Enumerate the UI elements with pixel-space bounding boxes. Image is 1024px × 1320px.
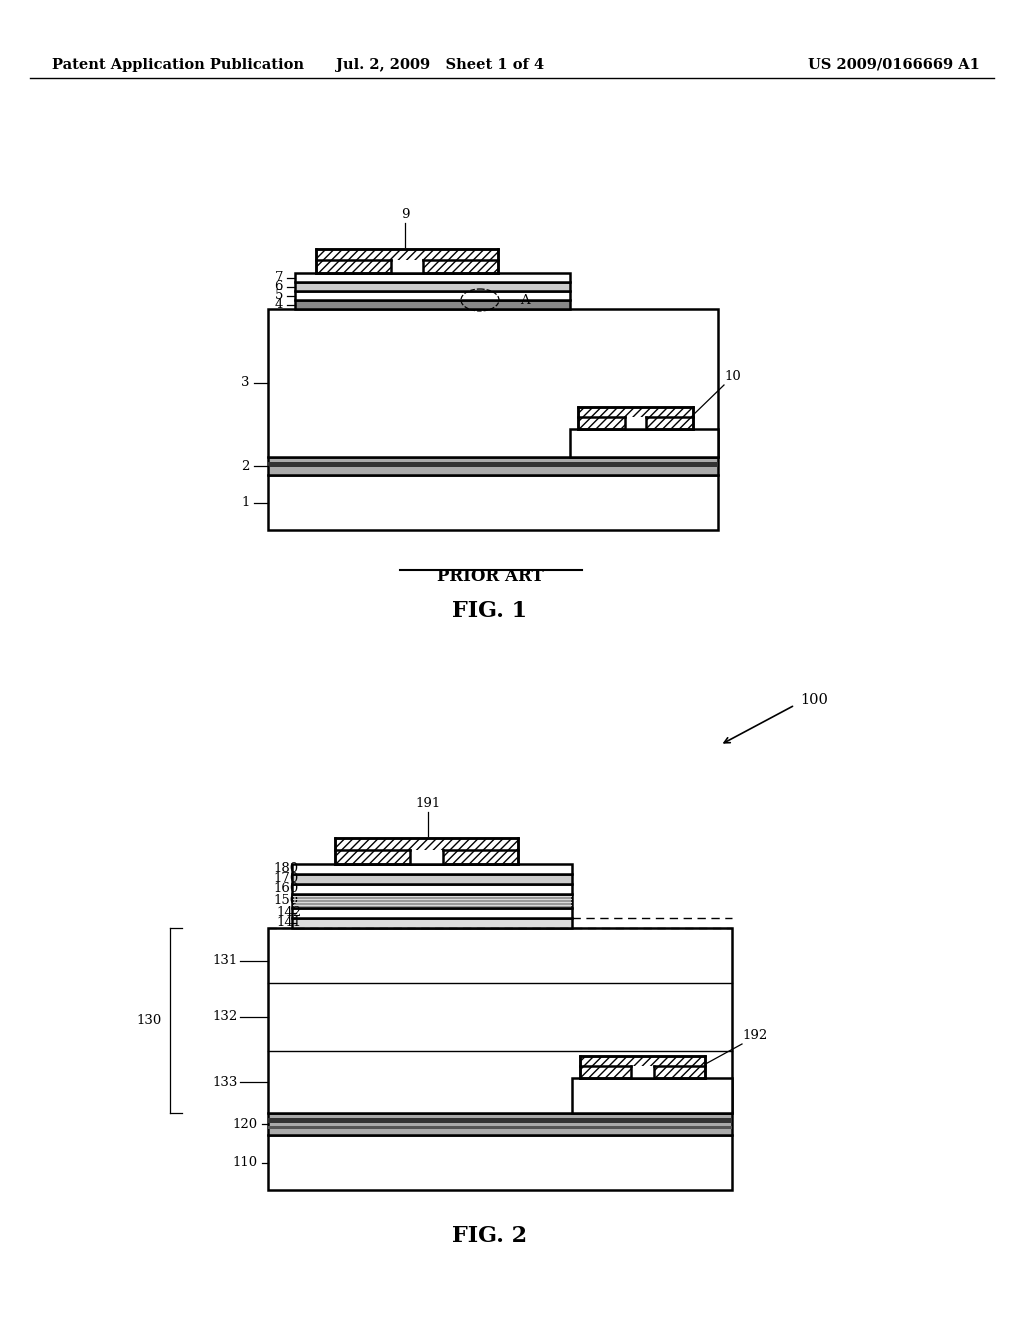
Bar — [292, 908, 572, 917]
Text: 4: 4 — [274, 298, 283, 312]
Bar — [292, 917, 572, 928]
Text: FIG. 2: FIG. 2 — [453, 1225, 527, 1247]
Text: 192: 192 — [742, 1030, 767, 1041]
Bar — [570, 429, 718, 457]
Text: 110: 110 — [232, 1156, 258, 1170]
Bar — [268, 457, 718, 475]
Bar — [268, 1135, 732, 1191]
Text: 132: 132 — [213, 1011, 238, 1023]
Bar — [390, 260, 423, 275]
Bar — [268, 1118, 732, 1123]
Bar — [410, 850, 443, 866]
Text: US 2009/0166669 A1: US 2009/0166669 A1 — [808, 58, 980, 73]
Bar — [578, 407, 693, 429]
Bar — [268, 1126, 732, 1129]
Text: PRIOR ART: PRIOR ART — [436, 568, 544, 585]
Text: 141: 141 — [276, 916, 301, 929]
Bar — [292, 865, 572, 874]
Bar — [268, 309, 718, 457]
Text: 133: 133 — [213, 1076, 238, 1089]
Bar — [335, 838, 518, 865]
Text: 3: 3 — [242, 376, 250, 389]
Text: 2: 2 — [242, 459, 250, 473]
Bar — [631, 1067, 653, 1080]
Text: 130: 130 — [137, 1014, 162, 1027]
Text: 150: 150 — [273, 895, 298, 908]
Text: 9: 9 — [400, 209, 410, 220]
Text: 142: 142 — [276, 907, 301, 920]
Bar — [295, 300, 570, 309]
Text: Patent Application Publication: Patent Application Publication — [52, 58, 304, 73]
Text: 7: 7 — [274, 271, 283, 284]
Text: 1: 1 — [242, 496, 250, 510]
Text: 5: 5 — [274, 289, 283, 302]
Bar — [580, 1056, 705, 1078]
Bar — [572, 1078, 732, 1113]
Bar — [295, 282, 570, 290]
Bar — [292, 874, 572, 884]
Text: 180: 180 — [273, 862, 298, 875]
Bar — [626, 417, 646, 430]
Bar — [316, 249, 498, 273]
Text: FIG. 1: FIG. 1 — [453, 601, 527, 622]
Bar — [268, 475, 718, 531]
Bar — [295, 290, 570, 300]
Text: 6: 6 — [274, 280, 283, 293]
Bar — [268, 928, 732, 1113]
Bar — [268, 462, 718, 467]
Text: 170: 170 — [273, 873, 298, 886]
Text: 10: 10 — [724, 370, 740, 383]
Text: 160: 160 — [273, 883, 298, 895]
Text: 191: 191 — [416, 797, 440, 810]
Bar — [295, 273, 570, 282]
Bar — [268, 1113, 732, 1135]
Text: Jul. 2, 2009   Sheet 1 of 4: Jul. 2, 2009 Sheet 1 of 4 — [336, 58, 544, 73]
Text: 120: 120 — [232, 1118, 258, 1130]
Bar — [292, 894, 572, 908]
Text: 100: 100 — [800, 693, 827, 708]
Text: A: A — [520, 293, 529, 306]
Bar — [292, 884, 572, 894]
Text: 131: 131 — [213, 954, 238, 968]
